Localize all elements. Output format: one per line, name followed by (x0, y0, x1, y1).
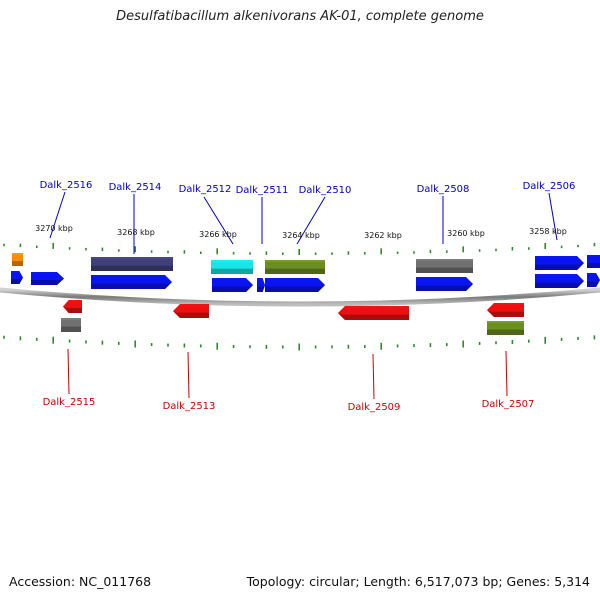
gene-feature (211, 260, 253, 274)
gene-shadow (173, 311, 209, 318)
gene-label-dalk-2508[interactable]: Dalk_2508 (417, 184, 470, 195)
gene-label-dalk-2509[interactable]: Dalk_2509 (348, 402, 401, 413)
gene-shadow (416, 284, 473, 291)
gene-shadow (212, 285, 253, 292)
gene-feature (487, 321, 524, 335)
gene-feature (338, 306, 409, 320)
page-title: Desulfatibacillum alkenivorans AK-01, co… (116, 9, 484, 24)
gene-feature (587, 255, 600, 268)
gene-feature (63, 300, 82, 313)
gene-shadow (61, 326, 81, 332)
scale-label: 3268 kbp (117, 228, 155, 237)
scale-label: 3258 kbp (529, 227, 567, 236)
gene-feature (173, 304, 209, 318)
gene-shadow (535, 281, 584, 288)
gene-shadow (257, 285, 265, 292)
gene-shadow (63, 306, 82, 313)
scale-label: 3262 kbp (364, 231, 402, 240)
gene-shadow (416, 267, 473, 273)
scale-label: 3264 kbp (282, 231, 320, 240)
gene-label-dalk-2515[interactable]: Dalk_2515 (43, 397, 96, 408)
gene-feature (12, 253, 23, 266)
gene-feature (416, 259, 473, 273)
leader-line (372, 353, 375, 400)
leader-line (203, 196, 234, 245)
gene-shadow (587, 280, 600, 287)
gene-feature (91, 257, 173, 271)
genome-summary-text: Topology: circular; Length: 6,517,073 bp… (246, 574, 590, 589)
gene-shadow (91, 265, 173, 271)
leader-line (67, 348, 70, 395)
gene-feature (416, 277, 473, 291)
gene-shadow (487, 329, 524, 335)
gene-shadow (535, 263, 584, 270)
gene-shadow (12, 261, 23, 266)
genome-backbone (0, 287, 600, 307)
gene-label-dalk-2516[interactable]: Dalk_2516 (40, 180, 93, 191)
gene-shadow (91, 282, 172, 289)
gene-feature (535, 256, 584, 270)
scale-label: 3270 kbp (35, 224, 73, 233)
gene-feature (487, 303, 524, 317)
gene-shadow (265, 268, 325, 274)
gene-shadow (265, 285, 325, 292)
scale-label: 3260 kbp (447, 229, 485, 238)
gene-feature (587, 273, 600, 287)
accession-text: Accession: NC_011768 (9, 574, 152, 589)
gene-feature (265, 278, 325, 292)
gene-label-dalk-2513[interactable]: Dalk_2513 (163, 401, 216, 412)
gene-shadow (11, 277, 23, 284)
gene-feature (61, 318, 81, 332)
scale-label: 3266 kbp (199, 230, 237, 239)
gene-feature (31, 272, 64, 285)
gene-feature (11, 271, 23, 284)
leader-line (548, 192, 558, 241)
gene-label-dalk-2506[interactable]: Dalk_2506 (523, 181, 576, 192)
gene-label-dalk-2510[interactable]: Dalk_2510 (299, 185, 352, 196)
scale-ticks-bottom (3, 335, 596, 351)
scale-ticks-top (3, 242, 596, 255)
gene-shadow (338, 313, 409, 320)
gene-features (11, 253, 600, 335)
gene-shadow (31, 278, 64, 285)
leader-line (296, 196, 326, 245)
gene-shadow (487, 310, 524, 317)
leader-line (49, 191, 66, 239)
gene-feature (212, 278, 253, 292)
leader-line (505, 350, 508, 397)
gene-label-dalk-2514[interactable]: Dalk_2514 (109, 182, 162, 193)
gene-shadow (587, 263, 600, 268)
gene-feature (91, 275, 172, 289)
gene-label-dalk-2507[interactable]: Dalk_2507 (482, 399, 535, 410)
gene-label-dalk-2511[interactable]: Dalk_2511 (236, 185, 289, 196)
gene-shadow (211, 268, 253, 274)
leader-line (187, 351, 190, 399)
label-leaders (49, 191, 558, 400)
gene-feature (265, 260, 325, 274)
gene-feature (535, 274, 584, 288)
gene-feature (257, 278, 265, 292)
gene-label-dalk-2512[interactable]: Dalk_2512 (179, 184, 232, 195)
